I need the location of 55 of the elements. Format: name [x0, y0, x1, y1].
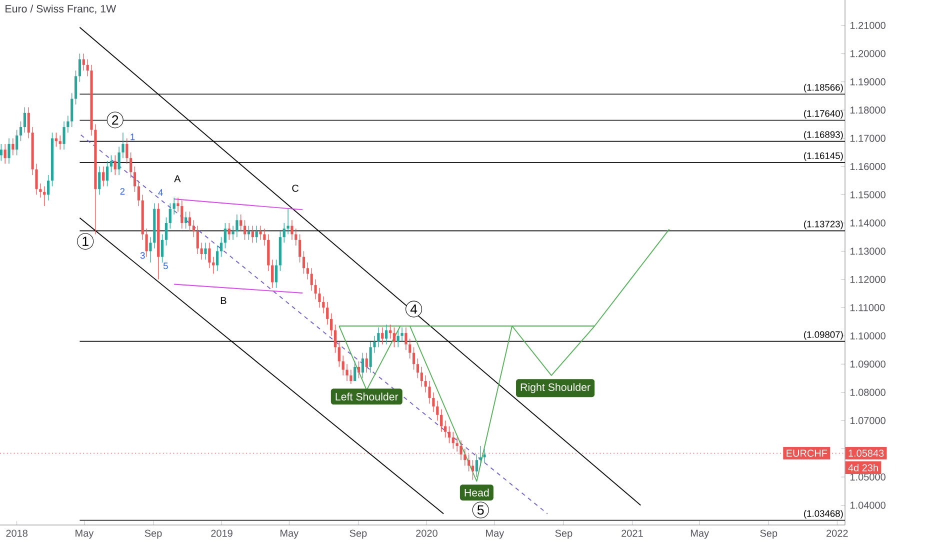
annotation: Head — [464, 488, 489, 496]
y-tick-label: 1.09000 — [850, 360, 886, 368]
ref-line-label: (1.16893) — [804, 131, 843, 140]
y-tick-label: 1.21000 — [850, 22, 886, 29]
annotation: 5 — [163, 262, 168, 270]
annotation: C — [292, 184, 299, 192]
y-tick-label: 1.17000 — [850, 134, 886, 142]
y-tick-label: 1.15000 — [850, 191, 886, 198]
y-tick-label: 1.20000 — [850, 50, 886, 58]
ref-line-label: (1.18566) — [804, 84, 843, 92]
x-tick-label: Sep — [350, 530, 367, 539]
y-tick-label: 1.16000 — [850, 162, 886, 170]
annotation: 1 — [82, 236, 88, 246]
annotation: EURCHF — [786, 450, 828, 457]
ref-line-label: (1.03468) — [804, 510, 843, 519]
x-tick-label: May — [76, 530, 94, 539]
ref-line-label: (1.16145) — [804, 152, 843, 161]
annotation: 2 — [112, 115, 118, 125]
y-tick-label: 1.11000 — [850, 304, 885, 312]
annotation: 3 — [140, 252, 145, 259]
x-tick-label: 2020 — [416, 530, 438, 537]
text: 4d 23h — [848, 464, 878, 472]
x-tick-label: Sep — [144, 530, 162, 539]
annotation: 2 — [120, 188, 125, 195]
annotation: 4 — [410, 304, 418, 314]
x-tick-label: Sep — [760, 530, 778, 539]
x-tick-label: 2018 — [6, 530, 28, 537]
y-tick-label: 1.08000 — [850, 388, 886, 396]
annotation: B — [220, 297, 226, 304]
x-tick-label: 2022 — [826, 530, 848, 537]
annotation: Right Shoulder — [520, 383, 590, 394]
x-tick-label: May — [486, 530, 504, 539]
ref-line-label: (1.13723) — [804, 220, 843, 230]
annotation: 4 — [158, 189, 163, 196]
y-tick-label: 1.07000 — [850, 417, 886, 424]
chart-title: Euro / Swiss Franc, 1W — [6, 4, 116, 14]
ref-line-label: (1.17640) — [804, 110, 843, 119]
annotation: A — [174, 175, 181, 182]
annotation: 5 — [477, 505, 484, 515]
y-tick-label: 1.19000 — [850, 78, 886, 86]
x-tick-label: May — [280, 530, 299, 539]
x-tick-label: 2019 — [211, 530, 232, 537]
ref-line-label: (1.09807) — [804, 331, 843, 340]
annotation: Left Shoulder — [336, 392, 398, 400]
y-tick-label: 1.04000 — [850, 502, 886, 509]
ref-line-label: 1.05843 — [848, 450, 884, 457]
x-tick-label: May — [690, 530, 710, 539]
y-tick-label: 1.10000 — [850, 332, 886, 340]
y-tick-label: 1.14000 — [850, 219, 886, 227]
x-tick-label: 2021 — [622, 530, 643, 537]
y-tick-label: 1.18000 — [850, 106, 886, 114]
y-tick-label: 1.13000 — [850, 248, 886, 255]
x-tick-label: Sep — [555, 530, 572, 539]
y-tick-label: 1.12000 — [850, 276, 886, 283]
annotation: 1 — [130, 134, 135, 140]
